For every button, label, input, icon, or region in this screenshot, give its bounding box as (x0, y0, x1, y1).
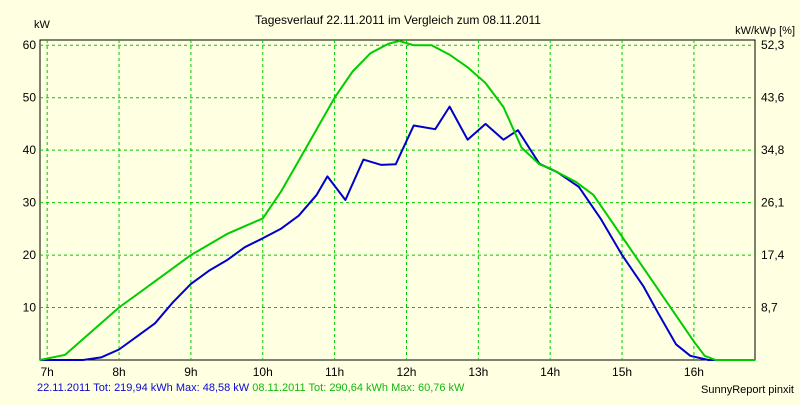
y-tick-label-left: 20 (23, 248, 37, 262)
x-tick-label: 11h (325, 365, 344, 379)
series-line-1 (40, 105, 755, 361)
y-tick-label-left: 50 (23, 91, 37, 105)
x-tick-label: 8h (112, 365, 125, 379)
tick-labels: 7h 8h 9h 10h 11h 12h 13h 14h 15h 16h 10 20 30 40 50 60 8… (23, 38, 785, 379)
legend-footer: 22.11.2011 Tot: 219,94 kWh Max: 48,58 kW… (37, 382, 464, 394)
grid-lines (40, 40, 755, 360)
y-tick-label-left: 30 (23, 196, 37, 210)
x-tick-label: 12h (396, 365, 416, 379)
report-credit: SunnyReport pinxit (701, 384, 794, 396)
y-tick-label-right: 26,1 (761, 196, 785, 210)
y-tick-label-right: 34,8 (761, 143, 785, 157)
x-tick-label: 9h (184, 365, 197, 379)
legend-series-1: 22.11.2011 Tot: 219,94 kWh Max: 48,58 kW (37, 382, 250, 394)
series-line-2 (39, 40, 755, 361)
y-axis-right-unit: kW/kWp [%] (735, 25, 795, 37)
legend-series-2: 08.11.2011 Tot: 290,64 kWh Max: 60,76 kW (252, 382, 465, 394)
y-tick-label-right: 43,6 (761, 91, 785, 105)
x-tick-label: 13h (468, 365, 488, 379)
y-tick-label-left: 60 (23, 38, 37, 52)
x-tick-label: 14h (540, 365, 560, 379)
y-tick-label-left: 10 (23, 301, 37, 315)
y-tick-label-right: 8,7 (761, 301, 778, 315)
y-tick-label-right: 52,3 (761, 38, 785, 52)
y-tick-label-right: 17,4 (761, 248, 785, 262)
x-tick-label: 10h (253, 365, 273, 379)
x-tick-label: 7h (41, 365, 54, 379)
plot-area-border (39, 39, 756, 361)
y-tick-label-left: 40 (23, 143, 37, 157)
chart-title: Tagesverlauf 22.11.2011 im Vergleich zum… (255, 13, 541, 27)
x-tick-label: 15h (612, 365, 632, 379)
series-layer (39, 40, 755, 361)
x-tick-label: 16h (684, 365, 704, 379)
y-axis-left-unit: kW (34, 19, 51, 31)
